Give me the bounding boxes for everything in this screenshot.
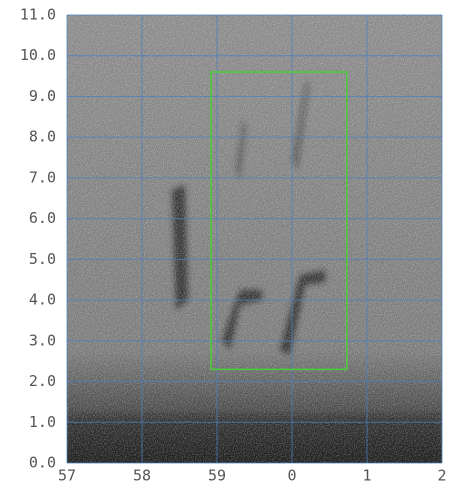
y-tick-label: 3.0: [29, 331, 56, 349]
y-tick-label: 7.0: [29, 168, 56, 186]
x-tick-label: 59: [208, 467, 226, 485]
x-tick-label: 58: [133, 467, 151, 485]
y-tick-label: 1.0: [29, 413, 56, 431]
x-tick-label: 57: [58, 467, 76, 485]
spectrogram-image: [67, 15, 442, 463]
y-tick-label: 5.0: [29, 250, 56, 268]
x-tick-label: 2: [437, 467, 446, 485]
y-tick-label: 9.0: [29, 87, 56, 105]
y-tick-label: 0.0: [29, 454, 56, 472]
selection-box: [210, 71, 348, 371]
y-tick-label: 6.0: [29, 209, 56, 227]
y-tick-label: 4.0: [29, 291, 56, 309]
y-tick-label: 2.0: [29, 372, 56, 390]
y-tick-label: 11.0: [20, 6, 56, 24]
y-tick-label: 10.0: [20, 46, 56, 64]
y-tick-label: 8.0: [29, 128, 56, 146]
x-tick-label: 0: [287, 467, 296, 485]
overlay: [66, 14, 443, 464]
x-tick-label: 1: [362, 467, 371, 485]
